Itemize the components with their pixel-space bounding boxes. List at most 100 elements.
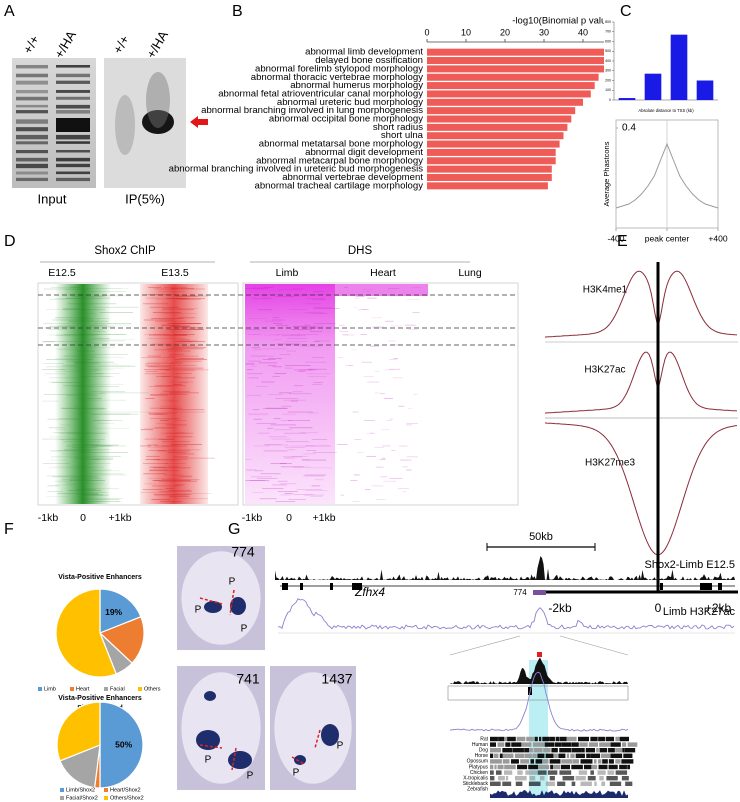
heat-row bbox=[251, 476, 272, 478]
embryo bbox=[181, 551, 261, 645]
conservation-block bbox=[608, 759, 614, 764]
heat-row bbox=[145, 370, 158, 372]
conservation-block bbox=[494, 764, 497, 770]
heat-row bbox=[337, 444, 348, 445]
heat-row bbox=[168, 355, 199, 357]
heat-row bbox=[169, 494, 188, 496]
heat-row bbox=[73, 386, 120, 387]
heat-row bbox=[293, 466, 311, 468]
heat-row bbox=[58, 418, 82, 420]
heat-row bbox=[397, 488, 409, 490]
heat-row bbox=[383, 480, 397, 482]
conservation-block bbox=[608, 748, 615, 753]
conservation-block bbox=[571, 742, 579, 747]
heat-row bbox=[284, 367, 294, 369]
sample-label: E13.5 bbox=[161, 267, 189, 279]
heat-row bbox=[290, 334, 301, 336]
conservation-block bbox=[550, 764, 554, 770]
heat-row bbox=[279, 463, 287, 465]
blot-label: Input bbox=[38, 191, 67, 206]
heat-row bbox=[55, 317, 90, 319]
heat-row bbox=[393, 358, 399, 359]
heat-row bbox=[66, 394, 97, 396]
conservation-block bbox=[572, 759, 580, 764]
heat-row bbox=[275, 398, 299, 400]
heat-row bbox=[253, 445, 270, 447]
heat-row bbox=[90, 445, 113, 447]
conservation-block bbox=[619, 736, 630, 742]
conservation-block bbox=[504, 764, 516, 770]
species-label: Stickleback bbox=[463, 781, 489, 787]
heat-row bbox=[155, 320, 186, 322]
heat-row bbox=[80, 488, 119, 490]
conservation-block bbox=[615, 736, 620, 742]
conservation-block bbox=[502, 781, 512, 786]
heat-row bbox=[151, 318, 184, 319]
heat-row bbox=[87, 373, 104, 375]
heat-row bbox=[49, 377, 89, 379]
heat-row bbox=[314, 479, 324, 481]
heat-row bbox=[304, 361, 327, 363]
heat-row bbox=[251, 347, 260, 349]
heat-row bbox=[166, 329, 204, 330]
bar bbox=[427, 107, 576, 115]
heat-row bbox=[307, 368, 327, 370]
heat-row bbox=[172, 325, 191, 327]
conservation-block bbox=[516, 742, 522, 747]
value-label: 50% bbox=[115, 739, 132, 749]
heat-row bbox=[277, 491, 298, 492]
pie-slice bbox=[55, 588, 117, 678]
heat-row bbox=[391, 325, 402, 327]
heat-row bbox=[352, 501, 360, 502]
heat-row bbox=[165, 432, 194, 434]
heat-row bbox=[166, 348, 204, 350]
heat-row bbox=[305, 303, 322, 305]
heat-row bbox=[173, 456, 189, 458]
blot-label: IP(5%) bbox=[125, 191, 165, 206]
heat-row bbox=[288, 295, 302, 297]
heat-row bbox=[98, 340, 125, 342]
conservation-block bbox=[610, 753, 623, 758]
heat-row bbox=[145, 297, 159, 299]
conservation-block bbox=[622, 742, 627, 747]
blot-band bbox=[16, 96, 48, 101]
heat-row bbox=[297, 370, 306, 372]
heat-row bbox=[149, 306, 179, 308]
heat-row bbox=[93, 427, 130, 429]
heat-row bbox=[179, 339, 190, 341]
heat-row bbox=[45, 309, 88, 310]
heat-row bbox=[61, 453, 81, 455]
x-label: -2kb bbox=[548, 601, 572, 615]
heat-row bbox=[279, 354, 291, 355]
heat-row bbox=[49, 436, 70, 438]
conservation-block bbox=[529, 748, 533, 753]
conservation-block bbox=[627, 764, 630, 770]
heat-row bbox=[256, 423, 277, 424]
heat-row bbox=[157, 298, 186, 300]
heat-row bbox=[78, 409, 106, 411]
heat-row bbox=[354, 298, 360, 299]
heat-row bbox=[289, 445, 315, 447]
heat-row bbox=[387, 288, 400, 289]
proximal-label: P bbox=[241, 624, 248, 635]
legend-swatch bbox=[104, 796, 108, 800]
heat-row bbox=[161, 441, 190, 443]
legend-swatch bbox=[138, 687, 142, 691]
conservation-block bbox=[623, 753, 633, 758]
heat-row bbox=[79, 399, 127, 401]
conservation-block bbox=[553, 753, 558, 758]
conservation-block bbox=[542, 759, 549, 764]
heat-row bbox=[273, 323, 283, 324]
track-label: H3K27me3 bbox=[585, 458, 635, 469]
conservation-block bbox=[621, 759, 634, 764]
conservation-block bbox=[599, 748, 608, 753]
heat-row bbox=[314, 325, 324, 327]
conservation-block bbox=[490, 742, 497, 747]
heat-row bbox=[374, 446, 384, 448]
heat-row bbox=[73, 362, 100, 364]
heat-row bbox=[293, 494, 314, 495]
panel-letter: F bbox=[4, 521, 14, 538]
line-series bbox=[615, 142, 719, 209]
blot-band bbox=[56, 110, 90, 114]
x-label: -1kb bbox=[242, 512, 263, 524]
